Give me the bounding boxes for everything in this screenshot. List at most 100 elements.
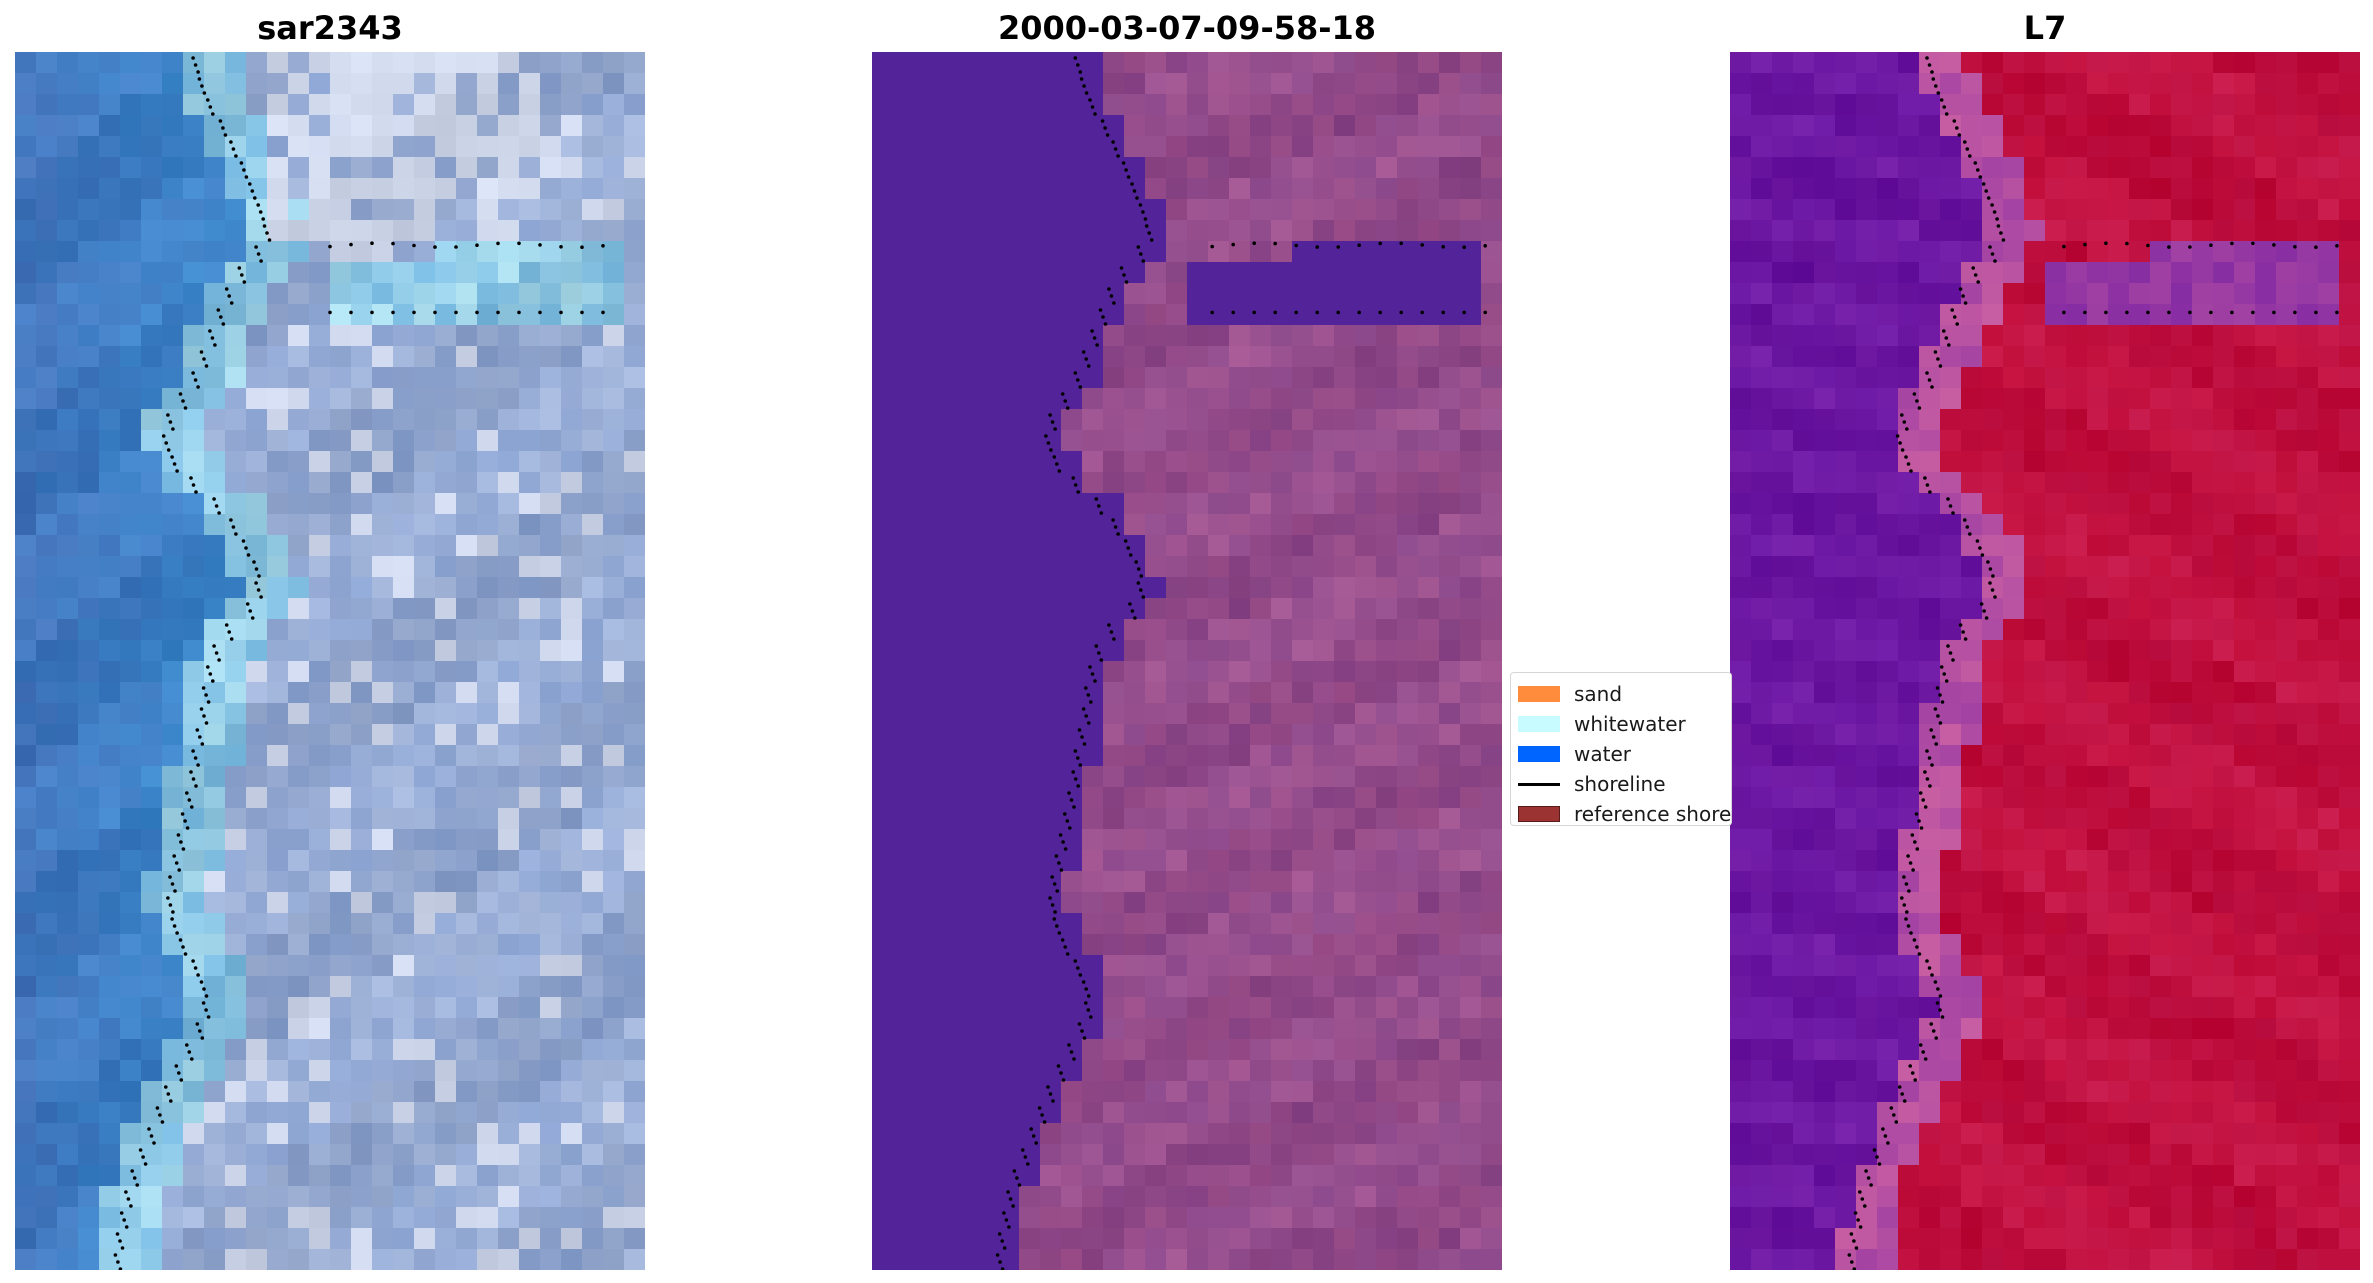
shoreline-dot — [1084, 686, 1088, 690]
pixel-cell — [225, 472, 247, 494]
pixel-cell — [225, 535, 247, 557]
pixel-cell — [914, 598, 936, 620]
pixel-cell — [435, 556, 457, 578]
pixel-cell — [1481, 1081, 1502, 1103]
pixel-cell — [120, 1207, 142, 1229]
pixel-cell — [1856, 619, 1878, 641]
pixel-cell — [372, 367, 394, 389]
pixel-cell — [351, 1186, 373, 1208]
shoreline-dot — [1060, 938, 1065, 942]
pixel-cell — [1481, 1207, 1502, 1229]
shoreline-dot — [175, 469, 179, 473]
pixel-cell — [2150, 367, 2172, 389]
pixel-cell — [1166, 136, 1188, 158]
pixel-cell — [998, 430, 1020, 452]
pixel-cell — [540, 598, 562, 620]
shoreline-dot — [237, 266, 242, 270]
pixel-cell — [225, 598, 247, 620]
shoreline-dot — [200, 742, 205, 746]
pixel-cell — [1460, 1144, 1482, 1166]
pixel-cell — [1313, 808, 1335, 830]
pixel-cell — [141, 115, 163, 137]
pixel-cell — [914, 724, 936, 746]
pixel-cell — [2171, 787, 2193, 809]
pixel-cell — [351, 1081, 373, 1103]
pixel-cell — [1250, 829, 1272, 851]
pixel-cell — [1061, 1102, 1083, 1124]
pixel-cell — [1313, 262, 1335, 284]
pixel-cell — [2276, 598, 2298, 620]
pixel-cell — [1481, 157, 1502, 179]
pixel-cell — [1292, 262, 1314, 284]
pixel-cell — [1166, 598, 1188, 620]
pixel-cell — [372, 115, 394, 137]
pixel-cell — [1898, 535, 1920, 557]
pixel-cell — [603, 514, 625, 536]
pixel-cell — [498, 52, 520, 74]
pixel-cell — [540, 325, 562, 347]
pixel-cell — [225, 850, 247, 872]
pixel-cell — [935, 325, 957, 347]
pixel-cell — [1439, 367, 1461, 389]
pixel-cell — [393, 325, 415, 347]
pixel-cell — [393, 535, 415, 557]
pixel-cell — [1877, 661, 1899, 683]
pixel-cell — [1250, 1039, 1272, 1061]
pixel-cell — [1439, 955, 1461, 977]
pixel-cell — [15, 1165, 37, 1187]
pixel-cell — [57, 682, 79, 704]
pixel-cell — [1250, 1165, 1272, 1187]
pixel-cell — [1439, 934, 1461, 956]
pixel-cell — [1835, 220, 1857, 242]
pixel-cell — [2276, 703, 2298, 725]
pixel-cell — [1019, 745, 1041, 767]
pixel-cell — [1082, 430, 1104, 452]
pixel-cell — [1166, 766, 1188, 788]
shoreline-dot — [190, 1057, 194, 1061]
pixel-cell — [1481, 136, 1502, 158]
pixel-cell — [36, 1039, 58, 1061]
shoreline-dot — [204, 693, 208, 697]
pixel-cell — [1166, 976, 1188, 998]
pixel-cell — [15, 535, 37, 557]
pixel-cell — [204, 1249, 226, 1270]
shoreline-dot — [1107, 623, 1111, 627]
pixel-cell — [519, 745, 541, 767]
shoreline-dot — [1121, 161, 1126, 165]
pixel-cell — [956, 472, 978, 494]
pixel-cell — [1166, 1039, 1188, 1061]
shoreline-dot — [169, 1099, 173, 1103]
pixel-cell — [2276, 199, 2298, 221]
pixel-cell — [330, 430, 352, 452]
pixel-cell — [2318, 556, 2340, 578]
shoreline-dot — [172, 854, 176, 858]
pixel-cell — [2108, 388, 2130, 410]
pixel-cell — [1418, 157, 1440, 179]
pixel-cell — [1460, 325, 1482, 347]
shoreline-dot — [1078, 385, 1083, 389]
pixel-cell — [1898, 73, 1920, 95]
pixel-cell — [78, 178, 100, 200]
pixel-cell — [1061, 913, 1083, 935]
pixel-cell — [141, 1081, 163, 1103]
pixel-cell — [914, 745, 936, 767]
pixel-cell — [1418, 976, 1440, 998]
pixel-cell — [2024, 94, 2046, 116]
pixel-cell — [2339, 325, 2360, 347]
pixel-cell — [246, 409, 268, 431]
pixel-cell — [1103, 1165, 1125, 1187]
pixel-cell — [477, 409, 499, 431]
shoreline-dot — [193, 756, 198, 760]
pixel-cell — [414, 52, 436, 74]
pixel-cell — [1040, 1144, 1062, 1166]
pixel-cell — [1082, 199, 1104, 221]
pixel-cell — [309, 388, 331, 410]
pixel-cell — [57, 1165, 79, 1187]
pixel-cell — [1460, 388, 1482, 410]
pixel-cell — [1961, 514, 1983, 536]
pixel-cell — [2045, 304, 2067, 326]
pixel-cell — [1814, 556, 1836, 578]
shoreline-dot — [1067, 791, 1071, 795]
pixel-cell — [288, 1081, 310, 1103]
pixel-cell — [246, 94, 268, 116]
